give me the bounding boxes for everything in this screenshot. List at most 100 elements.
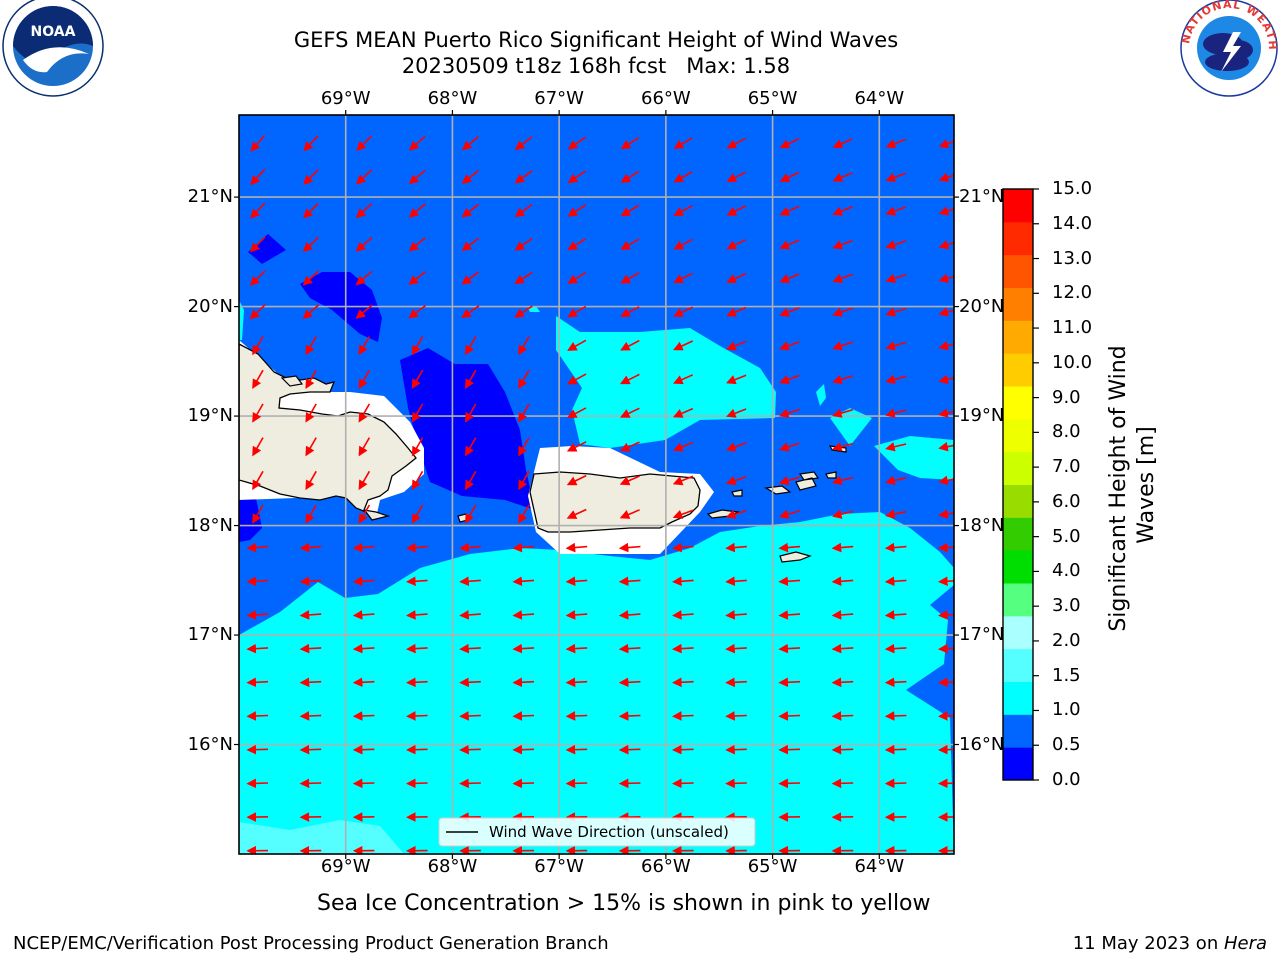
wave-direction-arrow bbox=[779, 374, 800, 385]
wave-direction-arrow bbox=[299, 643, 322, 654]
wave-direction-arrow bbox=[567, 271, 587, 284]
colorbar-segment bbox=[1003, 287, 1033, 321]
wave-direction-arrow bbox=[406, 711, 428, 721]
wave-direction-arrow bbox=[567, 204, 587, 217]
wave-direction-arrow bbox=[355, 304, 373, 319]
wave-direction-arrow bbox=[408, 237, 426, 252]
wave-direction-arrow bbox=[358, 369, 371, 389]
wave-direction-arrow bbox=[565, 542, 588, 553]
wave-direction-arrow bbox=[726, 205, 747, 216]
colorbar-tick-label: 11.0 bbox=[1052, 317, 1093, 339]
wave-direction-arrow bbox=[884, 542, 907, 553]
colorbar-segment bbox=[1003, 615, 1033, 650]
wave-direction-arrow bbox=[565, 744, 588, 755]
longitude-label: 68°W bbox=[427, 856, 478, 877]
wave-direction-arrow bbox=[672, 475, 694, 486]
wave-direction-arrow bbox=[406, 778, 428, 789]
wave-direction-arrow bbox=[832, 307, 853, 317]
wave-direction-arrow bbox=[567, 238, 587, 251]
wave-direction-arrow bbox=[465, 504, 477, 524]
wave-direction-arrow bbox=[673, 374, 694, 385]
wave-direction-arrow bbox=[246, 677, 269, 688]
wave-direction-arrow bbox=[566, 373, 587, 385]
wave-direction-arrow bbox=[885, 172, 907, 182]
latitude-label: 19°N bbox=[187, 405, 233, 427]
latitude-label: 17°N bbox=[187, 624, 233, 646]
wave-direction-arrow bbox=[779, 205, 800, 216]
wave-direction-arrow bbox=[726, 340, 747, 351]
wave-direction-arrow bbox=[358, 437, 371, 457]
wave-direction-arrow bbox=[831, 778, 854, 789]
wave-direction-arrow bbox=[779, 340, 800, 351]
land-virgin-islands bbox=[731, 471, 837, 497]
wave-direction-arrow bbox=[725, 711, 747, 721]
wave-direction-arrow bbox=[725, 677, 747, 688]
longitude-label: 68°W bbox=[427, 88, 478, 109]
wave-direction-arrow bbox=[459, 744, 481, 755]
wave-direction-arrow bbox=[358, 403, 371, 423]
wave-direction-arrow bbox=[938, 711, 954, 721]
wave-direction-arrow bbox=[514, 136, 533, 151]
latitude-label: 20°N bbox=[187, 295, 233, 317]
wave-direction-arrow bbox=[832, 341, 853, 351]
wave-direction-arrow bbox=[303, 135, 319, 152]
wave-direction-arrow bbox=[726, 374, 747, 385]
wave-direction-arrow bbox=[512, 576, 535, 587]
wave-direction-arrow bbox=[246, 542, 269, 553]
wave-direction-arrow bbox=[620, 238, 640, 250]
wave-direction-arrow bbox=[619, 441, 640, 452]
wave-direction-arrow bbox=[567, 339, 587, 351]
wave-direction-arrow bbox=[620, 136, 640, 150]
colorbar-label: Significant Height of Wind Waves [m] bbox=[1106, 338, 1159, 631]
wave-direction-arrow bbox=[302, 304, 320, 320]
wave-direction-arrow bbox=[884, 677, 907, 688]
wind-wave-arrows bbox=[246, 134, 954, 854]
colorbar-segment bbox=[1003, 517, 1033, 551]
wave-direction-arrow bbox=[618, 744, 641, 755]
wave-direction-arrow bbox=[620, 204, 640, 217]
wave-direction-arrow bbox=[885, 341, 907, 351]
wave-direction-arrow bbox=[938, 408, 954, 418]
noaa-logo-text: NOAA bbox=[31, 24, 76, 40]
colorbar-tick-label: 10.0 bbox=[1052, 351, 1093, 373]
wave-direction-arrow bbox=[352, 778, 375, 789]
wave-direction-arrow bbox=[352, 744, 375, 755]
wave-direction-arrow bbox=[355, 169, 373, 185]
map-legend: Wind Wave Direction (unscaled) bbox=[438, 817, 756, 847]
longitude-label: 65°W bbox=[747, 88, 798, 109]
wave-direction-arrow bbox=[938, 206, 954, 216]
wave-direction-arrow bbox=[778, 643, 801, 654]
wave-direction-arrow bbox=[725, 509, 747, 519]
wave-direction-arrow bbox=[832, 442, 854, 452]
wave-direction-arrow bbox=[673, 340, 694, 351]
longitude-label: 64°W bbox=[854, 88, 905, 109]
wave-direction-arrow bbox=[620, 272, 640, 284]
wave-direction-arrow bbox=[726, 171, 747, 183]
wave-direction-arrow bbox=[778, 408, 800, 418]
latitude-label: 20°N bbox=[959, 296, 1003, 317]
map-gridlines bbox=[239, 115, 954, 854]
wave-direction-arrow bbox=[565, 576, 588, 587]
wave-direction-arrow bbox=[358, 504, 371, 524]
wave-direction-arrow bbox=[305, 403, 317, 423]
wave-direction-arrow bbox=[884, 576, 907, 587]
wave-direction-arrow bbox=[778, 677, 801, 688]
wave-direction-arrow bbox=[618, 576, 641, 587]
wave-band-1.0-1.5-small bbox=[816, 384, 826, 406]
wave-direction-arrow bbox=[778, 542, 801, 553]
wave-direction-arrow bbox=[512, 643, 535, 654]
wave-direction-arrow bbox=[411, 437, 424, 457]
wave-direction-arrow bbox=[512, 542, 535, 553]
wave-direction-arrow bbox=[459, 711, 481, 721]
wave-direction-arrow bbox=[246, 744, 269, 755]
longitude-label: 67°W bbox=[534, 856, 584, 877]
wave-direction-arrow bbox=[514, 170, 533, 184]
wave-direction-arrow bbox=[673, 272, 693, 284]
colorbar-segment bbox=[1003, 550, 1033, 584]
wave-direction-arrow bbox=[518, 336, 530, 356]
wave-direction-arrow bbox=[465, 336, 477, 356]
wave-direction-arrow bbox=[618, 778, 641, 789]
wave-direction-arrow bbox=[518, 403, 530, 423]
colorbar-tick-label: 9.0 bbox=[1052, 386, 1081, 408]
wave-direction-arrow bbox=[355, 203, 373, 219]
